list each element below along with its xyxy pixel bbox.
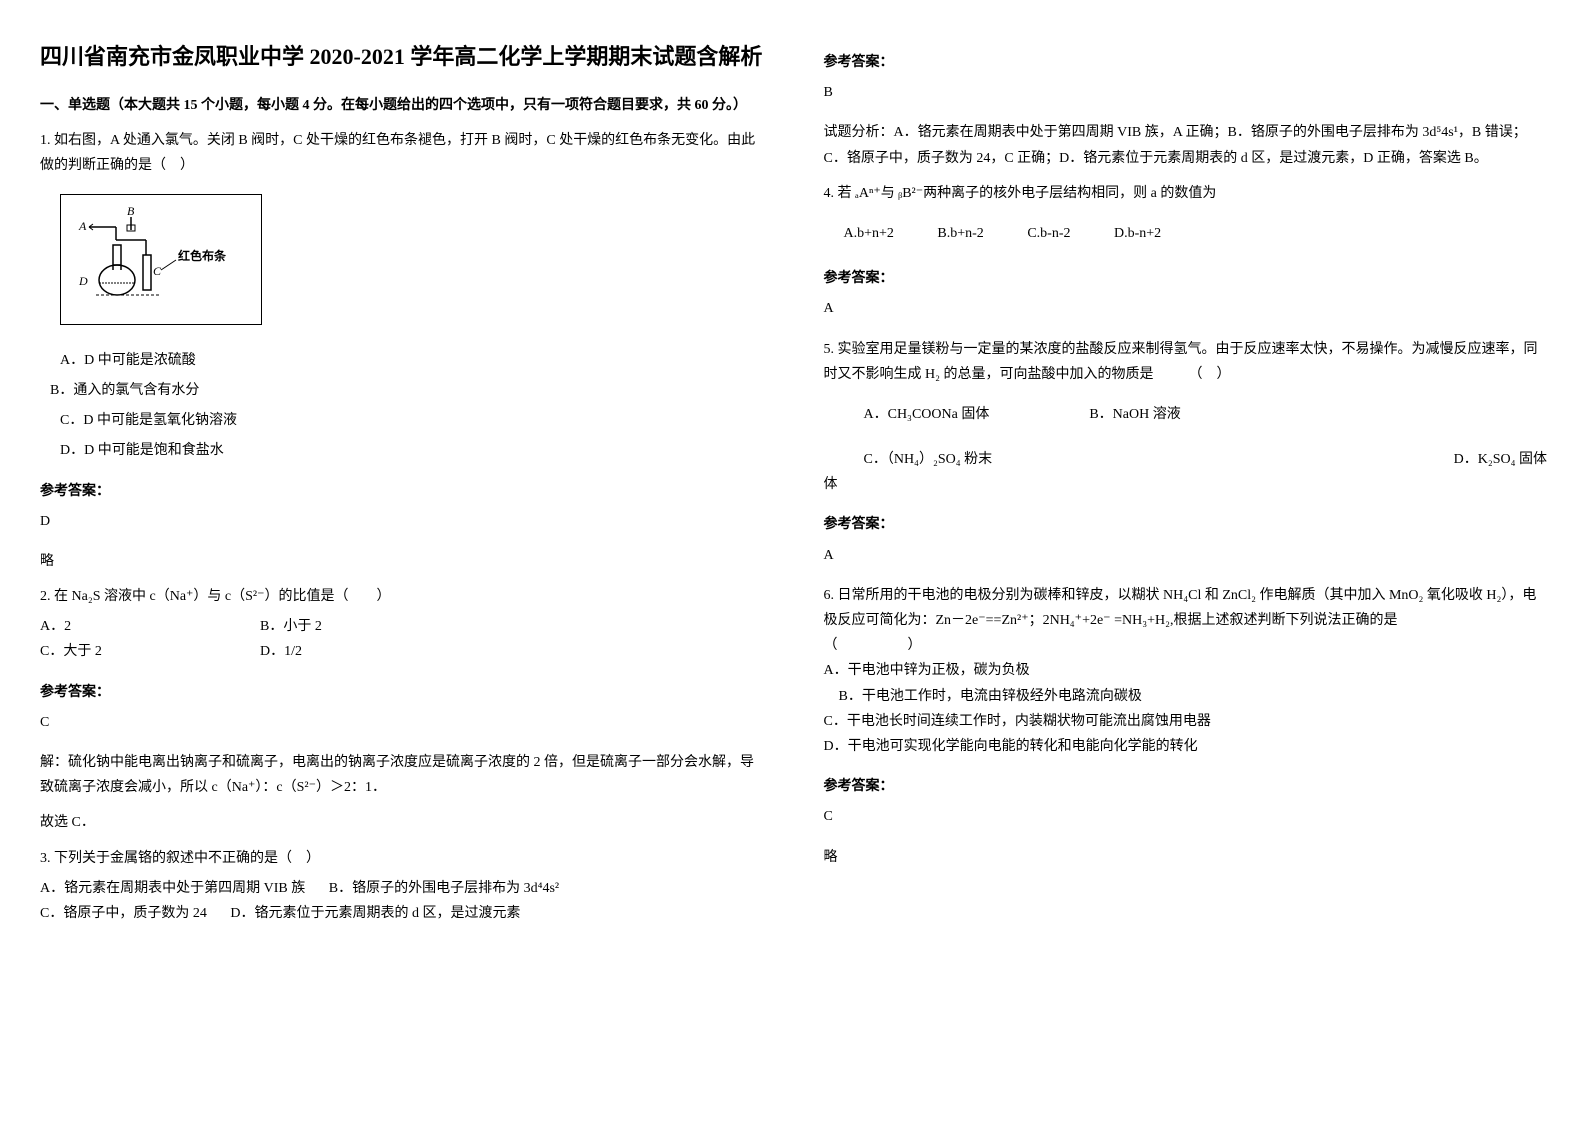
q3-option-a: A．铬元素在周期表中处于第四周期 VIB 族 [40,881,305,896]
q5-answer: A [824,543,1548,568]
q5-option-c: C．（NH₄）₂SO₄ 粉末 [864,447,993,472]
q3-answer: B [824,80,1548,105]
q5-answer-label: 参考答案： [824,512,1548,537]
q5-option-a: A．CH₃COONa 固体 [864,402,990,427]
diagram-cloth-label: 红色布条 [178,248,227,263]
q4-option-d: D.b-n+2 [1114,221,1161,246]
q4-prompt: 4. 若 ₐAⁿ⁺与 ᵦB²⁻两种离子的核外电子层结构相同，则 a 的数值为 [824,181,1548,206]
section-1-header: 一、单选题（本大题共 15 个小题，每小题 4 分。在每小题给出的四个选项中，只… [40,93,764,118]
q3-prompt: 3. 下列关于金属铬的叙述中不正确的是（ ） [40,846,764,871]
q2-option-d: D．1/2 [260,639,302,664]
q1-explanation: 略 [40,549,764,574]
q1-options: A．D 中可能是浓硫酸 B．通入的氯气含有水分 C．D 中可能是氢氧化钠溶液 D… [60,348,764,464]
q3-explanation: 试题分析：A．铬元素在周期表中处于第四周期 VIB 族，A 正确；B．铬原子的外… [824,120,1548,170]
q1-option-a: A．D 中可能是浓硫酸 [60,348,764,373]
q1-option-d: D．D 中可能是饱和食盐水 [60,438,764,463]
q5-prompt: 5. 实验室用足量镁粉与一定量的某浓度的盐酸反应来制得氢气。由于反应速率太快，不… [824,337,1548,387]
left-column: 四川省南充市金凤职业中学 2020-2021 学年高二化学上学期期末试题含解析 … [40,40,764,941]
q6-option-c: C．干电池长时间连续工作时，内装糊状物可能流出腐蚀用电器 [824,709,1548,734]
question-5: 5. 实验室用足量镁粉与一定量的某浓度的盐酸反应来制得氢气。由于反应速率太快，不… [824,337,1548,498]
flask-svg: A B D C [71,205,251,305]
q2-explanation2: 故选 C． [40,810,764,835]
q1-option-b: B．通入的氯气含有水分 [50,378,764,403]
q4-answer: A [824,296,1548,321]
q4-answer-label: 参考答案： [824,266,1548,291]
document-title: 四川省南充市金凤职业中学 2020-2021 学年高二化学上学期期末试题含解析 [40,40,764,73]
q1-answer: D [40,509,764,534]
q2-option-c: C．大于 2 [40,639,260,664]
question-1: 1. 如右图，A 处通入氯气。关闭 B 阀时，C 处干燥的红色布条褪色，打开 B… [40,128,764,463]
q6-explanation: 略 [824,845,1548,870]
question-3: 3. 下列关于金属铬的叙述中不正确的是（ ） A．铬元素在周期表中处于第四周期 … [40,846,764,927]
q4-option-b: B.b+n-2 [937,221,983,246]
q2-option-b: B．小于 2 [260,614,322,639]
q1-answer-label: 参考答案： [40,479,764,504]
question-2: 2. 在 Na₂S 溶液中 c（Na⁺）与 c（S²⁻）的比值是（ ） A．2 … [40,584,764,665]
q2-option-a: A．2 [40,614,260,639]
question-6: 6. 日常所用的干电池的电极分别为碳棒和锌皮，以糊状 NH₄Cl 和 ZnCl₂… [824,583,1548,759]
diagram-label-D: D [78,274,88,288]
q3-option-b: B．铬原子的外围电子层排布为 3d⁴4s² [329,881,559,896]
q1-option-c: C．D 中可能是氢氧化钠溶液 [60,408,764,433]
q5-option-d: D．K₂SO₄ 固体 [1454,447,1547,472]
q2-answer: C [40,710,764,735]
q1-prompt: 1. 如右图，A 处通入氯气。关闭 B 阀时，C 处干燥的红色布条褪色，打开 B… [40,128,764,178]
q6-option-b: B．干电池工作时，电流由锌极经外电路流向碳极 [839,684,1548,709]
q2-explanation1: 解：硫化钠中能电离出钠离子和硫离子，电离出的钠离子浓度应是硫离子浓度的 2 倍，… [40,750,764,800]
q4-option-a: A.b+n+2 [844,221,894,246]
q6-option-a: A．干电池中锌为正极，碳为负极 [824,658,1548,683]
q5-option-b: B．NaOH 溶液 [1089,402,1180,427]
q3-option-c: C．铬原子中，质子数为 24 [40,906,207,921]
q2-prompt: 2. 在 Na₂S 溶液中 c（Na⁺）与 c（S²⁻）的比值是（ ） [40,584,764,609]
diagram-label-A: A [78,219,87,233]
q3-answer-label: 参考答案： [824,50,1548,75]
q2-answer-label: 参考答案： [40,680,764,705]
question-4: 4. 若 ₐAⁿ⁺与 ᵦB²⁻两种离子的核外电子层结构相同，则 a 的数值为 A… [824,181,1548,246]
q3-option-d: D．铬元素位于元素周期表的 d 区，是过渡元素 [230,906,520,921]
q1-diagram: A B D C [60,194,262,325]
right-column: 参考答案： B 试题分析：A．铬元素在周期表中处于第四周期 VIB 族，A 正确… [824,40,1548,941]
q6-prompt: 6. 日常所用的干电池的电极分别为碳棒和锌皮，以糊状 NH₄Cl 和 ZnCl₂… [824,583,1548,659]
q5-tail: 体 [824,472,1548,497]
q4-option-c: C.b-n-2 [1027,221,1070,246]
q6-answer: C [824,804,1548,829]
diagram-label-B: B [127,205,135,218]
diagram-label-C: C [153,264,162,278]
q6-answer-label: 参考答案： [824,774,1548,799]
q6-option-d: D．干电池可实现化学能向电能的转化和电能向化学能的转化 [824,734,1548,759]
